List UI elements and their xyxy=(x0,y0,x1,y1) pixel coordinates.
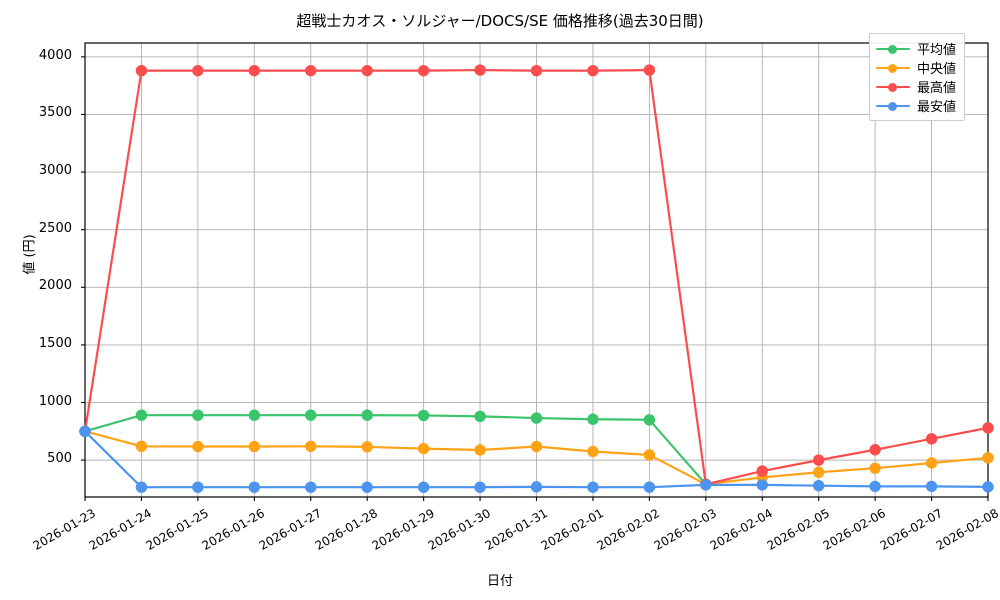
data-point xyxy=(982,452,994,464)
data-point xyxy=(248,409,261,421)
data-point xyxy=(305,481,317,493)
data-point xyxy=(135,64,148,77)
data-point xyxy=(361,64,373,77)
data-point xyxy=(305,64,317,77)
data-point xyxy=(925,457,938,469)
data-point xyxy=(474,481,486,493)
y-tick-label: 3000 xyxy=(38,163,72,179)
series-line xyxy=(83,414,707,486)
data-point xyxy=(192,440,204,453)
data-point xyxy=(135,440,148,452)
data-point xyxy=(587,481,599,493)
y-tick-label: 2500 xyxy=(38,220,72,236)
data-point xyxy=(756,479,768,491)
data-point xyxy=(643,414,656,426)
data-point xyxy=(643,64,656,76)
data-point xyxy=(530,64,543,77)
legend-item-label: 最高値 xyxy=(917,81,957,96)
data-point xyxy=(248,440,261,453)
data-point xyxy=(361,441,373,453)
data-point xyxy=(925,433,938,445)
data-point xyxy=(474,64,486,76)
data-point xyxy=(643,449,656,461)
data-point xyxy=(361,481,373,493)
y-axis-title: 値 (円) xyxy=(22,234,38,275)
series-2 xyxy=(79,425,994,491)
data-point xyxy=(79,425,91,438)
legend-item[interactable]: 中央値 xyxy=(876,58,956,77)
data-point xyxy=(700,479,712,491)
y-tick-label: 1000 xyxy=(38,393,72,409)
legend-swatch-icon xyxy=(876,99,910,113)
data-point xyxy=(587,64,599,77)
y-tick-label: 1500 xyxy=(38,335,72,351)
data-point xyxy=(530,412,543,424)
data-point xyxy=(869,462,881,474)
y-tick-label: 3500 xyxy=(38,105,72,121)
data-point xyxy=(869,444,881,456)
data-point xyxy=(192,409,204,421)
data-point xyxy=(869,480,881,493)
data-point xyxy=(643,481,656,493)
data-point xyxy=(248,481,261,493)
y-tick-label: 2000 xyxy=(38,278,72,294)
legend-item-label: 中央値 xyxy=(917,62,957,77)
data-point xyxy=(135,409,148,421)
series-4 xyxy=(79,425,994,493)
grid-lines xyxy=(84,43,989,497)
data-point xyxy=(925,480,938,493)
data-point xyxy=(248,64,261,77)
legend-swatch-icon xyxy=(876,61,910,75)
data-point xyxy=(192,481,204,493)
x-axis-title: 日付 xyxy=(486,574,513,589)
data-point xyxy=(417,442,430,455)
data-point xyxy=(756,465,768,477)
data-point xyxy=(812,480,825,492)
data-point xyxy=(192,64,204,77)
data-point xyxy=(982,481,994,493)
data-point xyxy=(361,409,373,421)
legend-item[interactable]: 最安値 xyxy=(876,96,956,115)
data-point xyxy=(530,481,543,493)
y-tick-label: 4000 xyxy=(38,47,72,63)
data-point xyxy=(135,481,148,493)
data-point xyxy=(305,409,317,421)
data-point xyxy=(417,409,430,422)
data-point xyxy=(474,410,486,423)
data-point xyxy=(417,64,430,77)
legend-item-label: 最安値 xyxy=(917,100,957,115)
chart-legend: 平均値中央値最高値最安値 xyxy=(869,33,966,121)
axis-ticks xyxy=(81,56,989,501)
legend-item[interactable]: 平均値 xyxy=(876,39,956,58)
data-point xyxy=(530,440,543,453)
legend-item[interactable]: 最高値 xyxy=(876,77,956,96)
data-point xyxy=(982,422,994,434)
data-point xyxy=(305,440,317,452)
legend-item-label: 平均値 xyxy=(917,43,957,58)
data-point xyxy=(474,444,486,456)
data-point xyxy=(812,466,825,478)
y-tick-label: 500 xyxy=(47,451,72,467)
legend-swatch-icon xyxy=(876,42,910,56)
data-series xyxy=(79,64,994,493)
data-point xyxy=(587,413,599,425)
data-point xyxy=(417,481,430,493)
chart-title: 超戦士カオス・ソルジャー/DOCS/SE 価格推移(過去30日間) xyxy=(296,12,704,30)
data-point xyxy=(812,454,825,466)
legend-swatch-icon xyxy=(876,80,910,94)
data-point xyxy=(587,445,599,458)
series-1 xyxy=(79,409,712,491)
